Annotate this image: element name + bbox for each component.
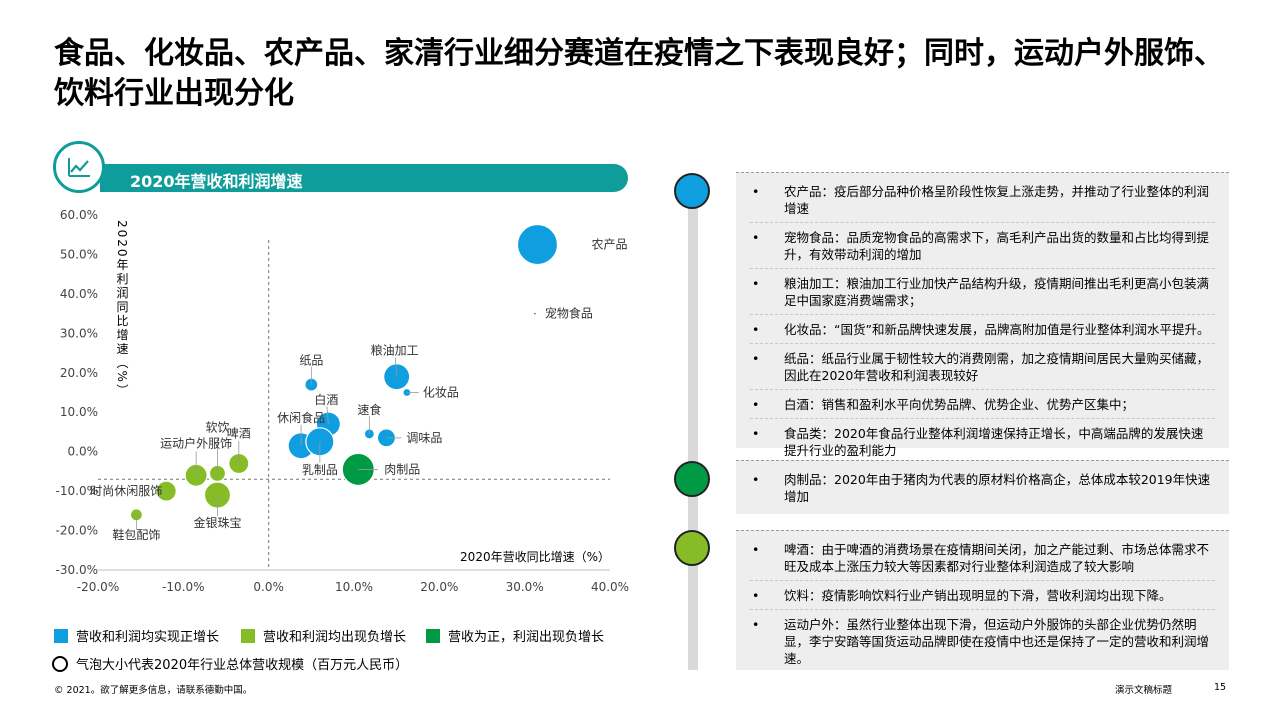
blue-note-item: 粮油加工：粮油加工行业加快产品结构升级，疫情期间推出毛利更高小包装满足中国家庭消…	[750, 275, 1215, 315]
light-green-note-item: 饮料：疫情影响饮料行业产销出现明显的下滑，营收利润均出现下降。	[750, 587, 1215, 610]
page-title: 食品、化妆品、农产品、家清行业细分赛道在疫情之下表现良好；同时，运动户外服饰、饮…	[54, 36, 1224, 111]
legend-label-blue: 营收和利润均实现正增长	[76, 630, 220, 645]
legend-label-dark-green: 营收为正，利润出现负增长	[448, 630, 605, 645]
light-green-note-item: 啤酒：由于啤酒的消费场景在疫情期间关闭，加之产能过剩、市场总体需求不旺及成本上涨…	[750, 541, 1215, 581]
notes-blue-panel: 农产品：疫后部分品种价格呈阶段性恢复上涨走势，并推动了行业整体的利润增速宠物食品…	[736, 172, 1229, 458]
y-tick-label: 0.0%	[68, 445, 99, 459]
blue-note-item: 化妆品：“国货”和新品牌快速发展，品牌高附加值是行业整体利润水平提升。	[750, 321, 1215, 344]
x-tick-label: 30.0%	[506, 580, 544, 594]
legend-swatch-dark-green	[426, 628, 440, 643]
legend-bubble-note-text: 气泡大小代表2020年行业总体营收规模（百万元人民币）	[76, 658, 409, 673]
light-green-marker-dot	[674, 530, 710, 566]
x-axis-label: 2020年营收同比增速（%）	[460, 550, 610, 564]
legend-bubble-note: 气泡大小代表2020年行业总体营收规模（百万元人民币）	[52, 654, 408, 673]
light-green-note-item: 运动户外：虽然行业整体出现下滑，但运动户外服饰的头部企业优势仍然明显，李宁安踏等…	[750, 616, 1215, 667]
blue-note-item: 纸品：纸品行业属于韧性较大的消费刚需，加之疫情期间居民大量购买储藏，因此在202…	[750, 350, 1215, 390]
timeline-line	[688, 176, 698, 670]
blue-note-item: 宠物食品：品质宠物食品的高需求下，高毛利产品出货的数量和占比均得到提升，有效带动…	[750, 229, 1215, 269]
line-chart-icon	[53, 141, 105, 193]
data-label: 鞋包配饰	[112, 527, 160, 542]
y-tick-label: 50.0%	[60, 247, 98, 261]
bubble-0-1	[532, 311, 538, 316]
blue-marker-dot	[674, 173, 710, 209]
y-tick-label: -30.0%	[56, 563, 98, 577]
y-tick-label: 10.0%	[60, 405, 98, 419]
y-tick-label: -10.0%	[56, 484, 98, 498]
data-label: 化妆品	[423, 386, 459, 400]
bubble-size-icon	[52, 655, 68, 672]
data-label: 啤酒	[227, 426, 251, 441]
x-tick-label: 20.0%	[420, 580, 458, 594]
data-label: 金银珠宝	[193, 515, 241, 530]
x-tick-label: 10.0%	[335, 580, 373, 594]
legend-swatch-blue	[54, 628, 68, 643]
footer-page-number: 15	[1214, 682, 1227, 693]
data-label: 白酒	[314, 392, 338, 407]
bubble-0-0	[516, 223, 559, 266]
y-axis-label: 2020年利润同比增速（%）	[115, 220, 129, 398]
y-tick-label: 20.0%	[60, 366, 98, 380]
dark-green-note-item: 肉制品：2020年由于猪肉为代表的原材料价格高企，总体成本较2019年快速增加	[750, 471, 1215, 505]
y-tick-label: 40.0%	[60, 287, 98, 301]
legend-item-blue: 营收和利润均实现正增长	[54, 626, 219, 645]
x-tick-label: 0.0%	[253, 580, 284, 594]
data-label: 乳制品	[302, 463, 338, 477]
data-label: 速食	[357, 402, 381, 417]
data-label: 纸品	[299, 354, 323, 368]
data-label: 时尚休闲服饰	[90, 484, 162, 498]
legend-swatch-light-green	[241, 628, 255, 643]
data-label: 农产品	[591, 238, 627, 252]
blue-note-item: 农产品：疫后部分品种价格呈阶段性恢复上涨走势，并推动了行业整体的利润增速	[750, 183, 1215, 223]
chart-banner-title: 2020年营收和利润增速	[130, 172, 303, 191]
bubble-chart: 60.0% 50.0% 40.0% 30.0% 20.0% 10.0% 0.0% -10.0%…	[56, 208, 630, 594]
data-label: 宠物食品	[545, 306, 593, 321]
x-tick-label: 40.0%	[591, 580, 629, 594]
data-label: 粮油加工	[371, 343, 419, 358]
legend-item-light-green: 营收和利润均出现负增长	[241, 626, 406, 645]
blue-note-item: 白酒：销售和盈利水平向优势品牌、优势企业、优势产区集中；	[750, 396, 1215, 419]
data-label: 肉制品	[384, 462, 420, 476]
data-label: 调味品	[406, 431, 442, 445]
legend-label-light-green: 营收和利润均出现负增长	[263, 630, 407, 645]
dark-green-marker-dot	[674, 461, 710, 497]
data-label: 运动户外服饰	[160, 435, 232, 450]
footer-doc-title: 演示文稿标题	[1115, 685, 1173, 696]
data-label: 软饮	[205, 420, 229, 434]
x-tick-label: -20.0%	[77, 580, 119, 594]
blue-note-item: 食品类：2020年食品行业整体利润增速保持正增长，中高端品牌的发展快速提升行业的…	[750, 425, 1215, 459]
notes-dark-green-panel: 肉制品：2020年由于猪肉为代表的原材料价格高企，总体成本较2019年快速增加	[736, 460, 1229, 514]
notes-light-green-panel: 啤酒：由于啤酒的消费场景在疫情期间关闭，加之产能过剩、市场总体需求不旺及成本上涨…	[736, 530, 1229, 670]
leader-line	[326, 406, 329, 425]
y-tick-label: 30.0%	[60, 326, 98, 340]
chart-banner-bar	[100, 164, 628, 192]
data-label: 休闲食品	[277, 410, 325, 425]
x-tick-label: -10.0%	[162, 580, 204, 594]
leader-line	[394, 357, 398, 377]
y-tick-label: -20.0%	[56, 524, 98, 538]
y-tick-label: 60.0%	[60, 208, 98, 222]
footer-copyright: © 2021。欲了解更多信息，请联系德勤中国。	[54, 685, 253, 696]
legend-item-dark-green: 营收为正，利润出现负增长	[426, 626, 604, 645]
